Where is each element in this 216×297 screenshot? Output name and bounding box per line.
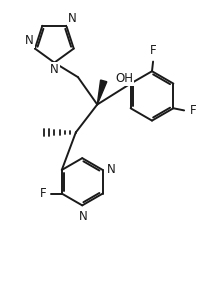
Text: F: F [150, 44, 156, 57]
Text: N: N [106, 163, 115, 176]
Text: N: N [50, 63, 59, 76]
Polygon shape [97, 80, 107, 105]
Text: F: F [40, 187, 47, 200]
Text: N: N [25, 34, 34, 48]
Text: N: N [67, 12, 76, 25]
Text: OH: OH [116, 72, 133, 85]
Text: N: N [79, 210, 88, 223]
Text: F: F [189, 104, 196, 117]
